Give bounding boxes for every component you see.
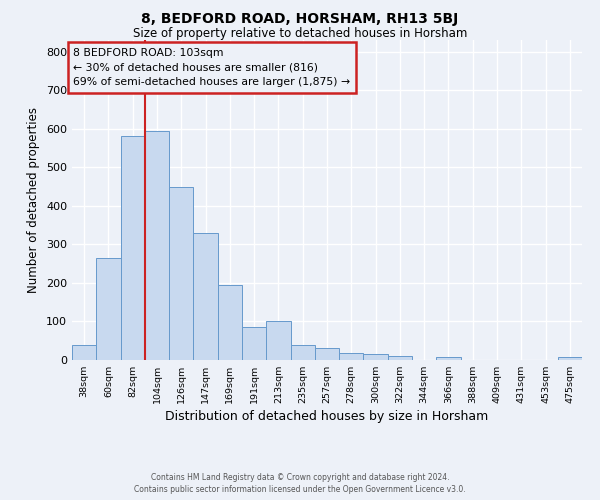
Bar: [364, 354, 388, 360]
Text: Size of property relative to detached houses in Horsham: Size of property relative to detached ho…: [133, 28, 467, 40]
Bar: [339, 353, 364, 360]
X-axis label: Distribution of detached houses by size in Horsham: Distribution of detached houses by size …: [166, 410, 488, 423]
Text: 8 BEDFORD ROAD: 103sqm
← 30% of detached houses are smaller (816)
69% of semi-de: 8 BEDFORD ROAD: 103sqm ← 30% of detached…: [73, 48, 350, 88]
Bar: [218, 285, 242, 360]
Bar: [193, 233, 218, 360]
Bar: [145, 130, 169, 360]
Bar: [315, 348, 339, 360]
Bar: [266, 322, 290, 360]
Bar: [242, 327, 266, 360]
Bar: [558, 358, 582, 360]
Bar: [388, 356, 412, 360]
Text: Contains HM Land Registry data © Crown copyright and database right 2024.
Contai: Contains HM Land Registry data © Crown c…: [134, 472, 466, 494]
Bar: [121, 136, 145, 360]
Bar: [290, 346, 315, 360]
Bar: [72, 344, 96, 360]
Bar: [169, 186, 193, 360]
Bar: [96, 258, 121, 360]
Y-axis label: Number of detached properties: Number of detached properties: [28, 107, 40, 293]
Text: 8, BEDFORD ROAD, HORSHAM, RH13 5BJ: 8, BEDFORD ROAD, HORSHAM, RH13 5BJ: [142, 12, 458, 26]
Bar: [436, 358, 461, 360]
